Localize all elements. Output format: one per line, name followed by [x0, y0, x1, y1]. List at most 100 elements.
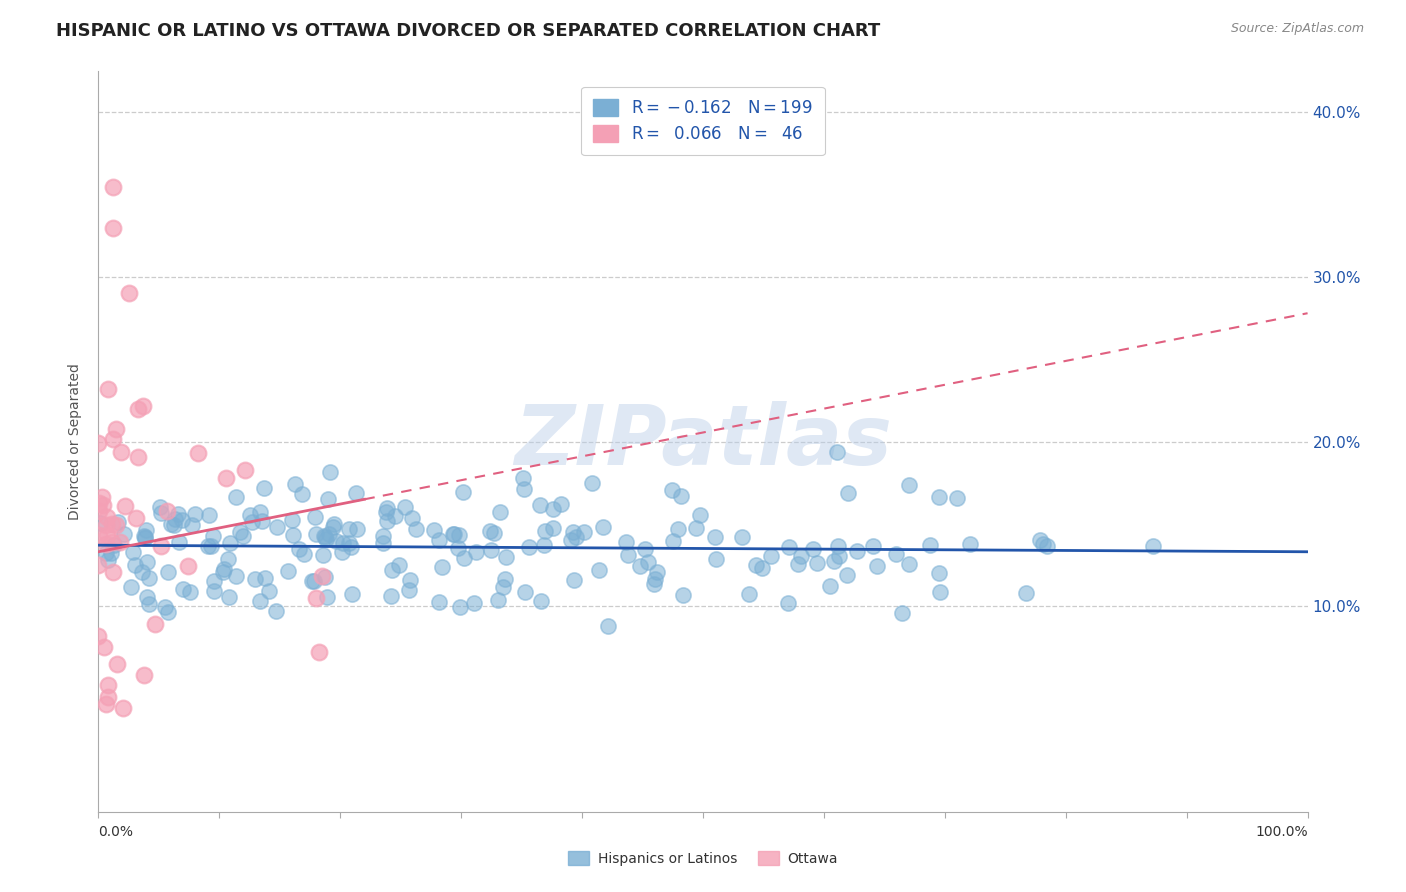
Point	[198, 508, 221, 522]
Point	[94, 536, 117, 550]
Point	[550, 497, 572, 511]
Point	[101, 516, 124, 531]
Point	[1029, 533, 1052, 548]
Point	[105, 657, 128, 671]
Point	[97, 678, 120, 692]
Point	[398, 582, 420, 597]
Point	[534, 524, 557, 538]
Point	[541, 502, 564, 516]
Point	[898, 477, 921, 491]
Point	[218, 590, 240, 604]
Point	[127, 401, 149, 416]
Point	[806, 556, 828, 570]
Point	[87, 630, 110, 644]
Point	[134, 668, 156, 682]
Point	[97, 690, 120, 704]
Point	[172, 582, 194, 596]
Y-axis label: Divorced or Separated: Divorced or Separated	[69, 363, 83, 520]
Point	[132, 529, 155, 543]
Point	[253, 481, 276, 495]
Point	[778, 540, 800, 554]
Point	[305, 527, 328, 541]
Point	[232, 529, 254, 543]
Point	[377, 514, 399, 528]
Point	[634, 542, 657, 557]
Point	[131, 566, 153, 580]
Point	[143, 616, 166, 631]
Point	[135, 523, 157, 537]
Point	[337, 536, 360, 550]
Point	[643, 576, 665, 591]
Point	[704, 552, 727, 566]
Point	[581, 476, 603, 491]
Point	[513, 483, 536, 497]
Point	[292, 547, 315, 561]
Point	[94, 546, 117, 560]
Point	[533, 537, 555, 551]
Point	[427, 595, 450, 609]
Point	[291, 487, 314, 501]
Point	[120, 580, 142, 594]
Point	[97, 382, 120, 396]
Point	[529, 498, 551, 512]
Point	[103, 538, 125, 552]
Point	[200, 539, 222, 553]
Point	[866, 558, 889, 573]
Point	[187, 446, 209, 460]
Point	[645, 565, 668, 579]
Point	[1036, 539, 1059, 553]
Point	[96, 510, 118, 524]
Point	[846, 544, 869, 558]
Point	[316, 591, 339, 605]
Point	[240, 515, 263, 529]
Point	[135, 555, 157, 569]
Point	[451, 485, 474, 500]
Point	[1014, 585, 1036, 599]
Point	[110, 445, 132, 459]
Point	[180, 518, 202, 533]
Point	[617, 549, 640, 563]
Point	[264, 604, 287, 618]
Point	[281, 513, 304, 527]
Point	[87, 436, 110, 450]
Point	[202, 529, 225, 543]
Point	[177, 558, 200, 573]
Point	[249, 594, 271, 608]
Point	[337, 522, 360, 536]
Point	[94, 697, 117, 711]
Point	[423, 523, 446, 537]
Point	[103, 432, 125, 446]
Point	[134, 531, 156, 545]
Point	[165, 512, 187, 526]
Text: ZIPatlas: ZIPatlas	[515, 401, 891, 482]
Point	[229, 525, 252, 540]
Point	[614, 535, 637, 549]
Point	[100, 546, 122, 560]
Point	[574, 525, 596, 540]
Point	[162, 518, 184, 533]
Point	[302, 574, 325, 588]
Point	[344, 486, 367, 500]
Point	[375, 501, 398, 516]
Point	[820, 579, 842, 593]
Point	[103, 565, 125, 579]
Point	[380, 589, 402, 603]
Point	[250, 514, 273, 528]
Point	[928, 566, 950, 581]
Point	[928, 490, 950, 504]
Point	[517, 540, 540, 554]
Point	[149, 506, 172, 520]
Point	[515, 584, 537, 599]
Point	[918, 538, 941, 552]
Point	[197, 539, 219, 553]
Point	[823, 554, 845, 568]
Point	[562, 524, 585, 539]
Point	[132, 399, 155, 413]
Point	[479, 543, 502, 558]
Point	[371, 529, 394, 543]
Point	[669, 489, 692, 503]
Point	[778, 596, 800, 610]
Point	[560, 533, 582, 547]
Point	[837, 486, 859, 500]
Point	[405, 522, 427, 536]
